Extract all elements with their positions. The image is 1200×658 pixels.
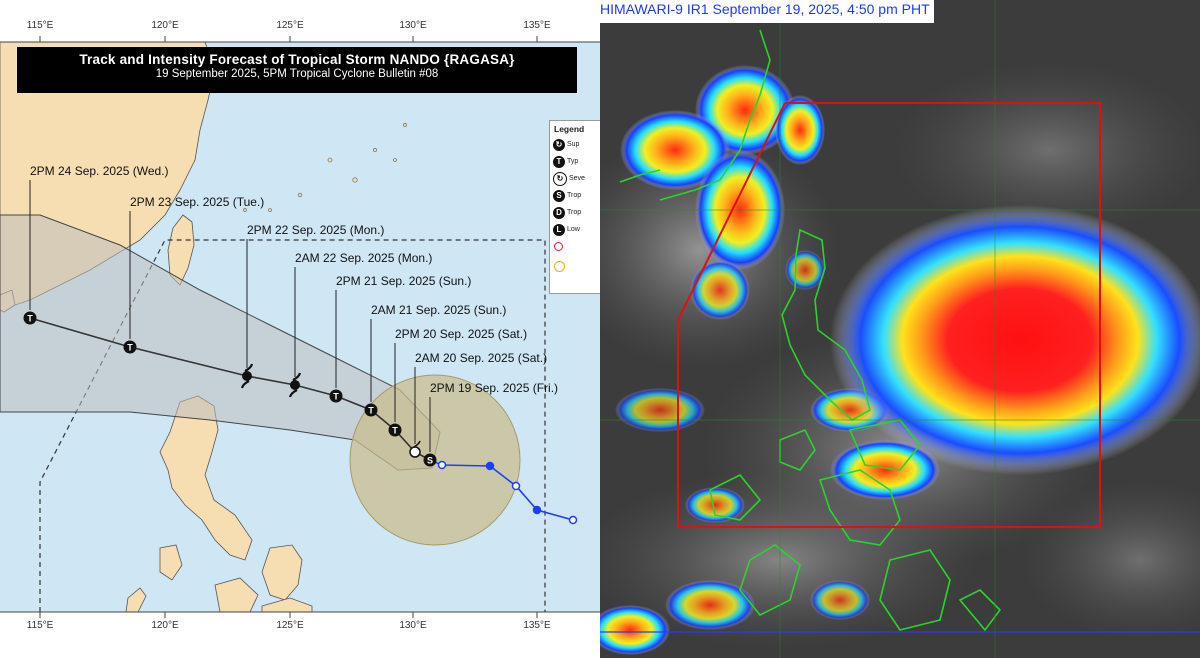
par-box [677, 102, 1101, 528]
legend-item: S Trop [550, 187, 600, 204]
legend-item-label: Trop [567, 192, 582, 199]
storm-ragasa [830, 205, 1200, 475]
forecast-title: Track and Intensity Forecast of Tropical… [79, 52, 515, 67]
svg-text:T: T [27, 314, 33, 324]
track-point-label: 2AM 22 Sep. 2025 (Mon.) [295, 251, 432, 265]
legend-item-label: Typ [567, 158, 579, 165]
svg-text:T: T [392, 426, 398, 436]
ryukyu-islands [243, 123, 407, 212]
top-longitude-label: 115°E [27, 20, 54, 31]
legend-item: L Low [550, 221, 600, 238]
track-symbol-T-icon: T [388, 423, 402, 437]
legend-item: T Typ [550, 153, 600, 170]
track-point-label: 2PM 23 Sep. 2025 (Tue.) [130, 195, 264, 209]
bottom-longitude-label: 135°E [523, 620, 551, 631]
track-point-label: 2PM 19 Sep. 2025 (Fri.) [430, 381, 558, 395]
legend-item-label: Trop [567, 209, 582, 216]
legend-item-label: Sup [567, 141, 580, 148]
svg-text:T: T [127, 343, 133, 353]
legend-super-typhoon-icon: ↻ [553, 138, 565, 151]
legend-severe-tropical-storm-icon: ↻ [553, 171, 567, 186]
svg-text:S: S [427, 456, 433, 466]
track-point-label: 2PM 24 Sep. 2025 (Wed.) [30, 164, 169, 178]
palawan-landmass [125, 587, 147, 613]
track-symbol-super-typhoon-icon [288, 372, 302, 398]
track-symbol-S-icon: S [423, 453, 437, 467]
svg-text:T: T [368, 406, 374, 416]
track-point-label: 2AM 21 Sep. 2025 (Sun.) [371, 303, 506, 317]
legend-box: Legend ↻ Sup T Typ ↻ Seve S Trop D Trop L Low [549, 120, 600, 294]
legend-item-label: Seve [569, 175, 585, 182]
satellite-panel: HIMAWARI-9 IR1 September 19, 2025, 4:50 … [600, 0, 1200, 658]
legend-T-icon: T [553, 155, 565, 168]
top-longitude-label: 120°E [151, 20, 179, 31]
mindoro-landmass [159, 544, 183, 581]
top-longitude-label: 130°E [399, 20, 427, 31]
past-position-marker [532, 505, 542, 515]
track-label-layer: 2PM 24 Sep. 2025 (Wed.) 2PM 23 Sep. 2025 … [29, 164, 558, 452]
past-position-marker [568, 515, 578, 525]
legend-rows: ↻ Sup T Typ ↻ Seve S Trop D Trop L Low [550, 136, 600, 238]
satellite-title: HIMAWARI-9 IR1 September 19, 2025, 4:50 … [600, 0, 934, 23]
legend-circle-swatches [550, 238, 600, 276]
track-symbol-super-typhoon-icon [240, 363, 254, 389]
track-layer: T T T T T S [23, 311, 578, 525]
top-longitude-label: 135°E [523, 20, 551, 31]
forecast-map: T T T T T S 2PM 24 Sep. 2025 (Wed.) 2PM 23 Sep… [0, 0, 600, 658]
past-position-marker [485, 461, 495, 471]
legend-S-icon: S [553, 189, 565, 202]
legend-item-label: Low [567, 226, 580, 233]
track-point-label: 2PM 21 Sep. 2025 (Sun.) [336, 274, 471, 288]
bottom-axis-strip [0, 612, 600, 658]
legend-item: D Trop [550, 204, 600, 221]
coastlines [619, 29, 1002, 632]
samar-landmass [261, 544, 303, 601]
top-longitude-label: 125°E [276, 20, 304, 31]
legend-D-icon: D [553, 206, 565, 219]
bottom-longitude-label: 120°E [151, 620, 179, 631]
past-position-marker [437, 460, 447, 470]
legend-L-icon: L [553, 223, 565, 236]
track-symbol-T-icon: T [364, 403, 378, 417]
legend-item: ↻ Seve [550, 170, 600, 187]
luzon-landmass [159, 395, 253, 561]
track-symbol-T-icon: T [329, 389, 343, 403]
track-point-label: 2PM 22 Sep. 2025 (Mon.) [247, 223, 384, 237]
track-point-label: 2AM 20 Sep. 2025 (Sat.) [415, 351, 547, 365]
bottom-longitude-label: 130°E [399, 620, 427, 631]
satellite-image [600, 0, 1200, 658]
track-point-label: 2PM 20 Sep. 2025 (Sat.) [395, 327, 527, 341]
forecast-subtitle: 19 September 2025, 5PM Tropical Cyclone … [155, 68, 439, 80]
mindanao-landmass [261, 597, 313, 613]
forecast-map-panel: T T T T T S 2PM 24 Sep. 2025 (Wed.) 2PM 23 Sep… [0, 0, 600, 658]
bottom-longitude-label: 115°E [27, 620, 54, 631]
bottom-longitude-label: 125°E [276, 620, 304, 631]
past-position-marker [511, 481, 521, 491]
legend-red-circle-icon [554, 242, 563, 251]
legend-title: Legend [554, 124, 585, 134]
top-axis-strip [0, 0, 600, 42]
longitude-labels: 115°E 115°E 120°E 120°E 125°E 125°E 130°E 130°E… [27, 20, 551, 631]
visayas-landmass [214, 577, 259, 613]
legend-item: ↻ Sup [550, 136, 600, 153]
track-symbol-T-icon: T [123, 340, 137, 354]
svg-text:T: T [333, 392, 339, 402]
track-symbol-T-icon: T [23, 311, 37, 325]
forecast-title-box: Track and Intensity Forecast of Tropical… [17, 47, 577, 93]
legend-yellow-circle-icon [554, 261, 565, 272]
track-symbol-severe-tropical-storm-icon [409, 440, 421, 458]
